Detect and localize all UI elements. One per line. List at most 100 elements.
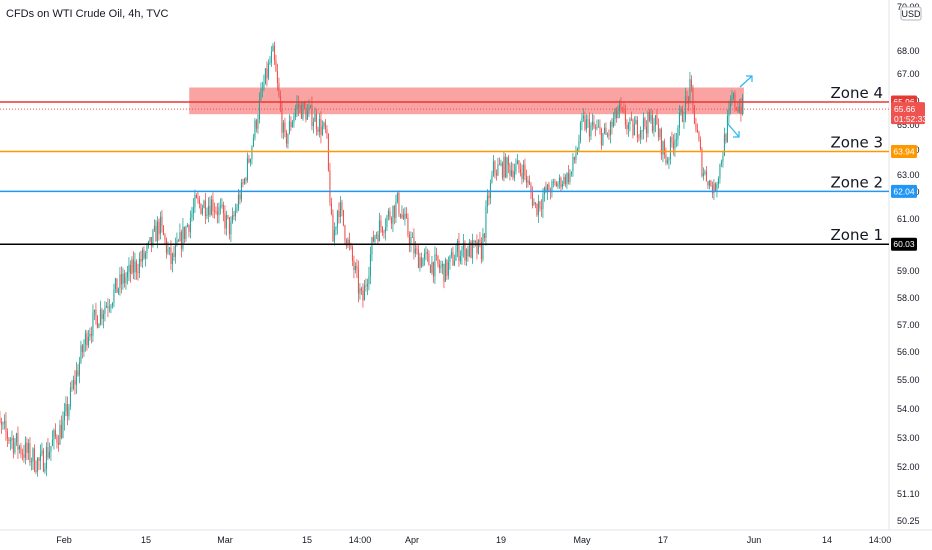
candle-body [291, 122, 293, 128]
candle-body [191, 213, 193, 219]
countdown-text: 01:52:33 [894, 114, 927, 124]
candle-body [617, 111, 619, 118]
currency-badge[interactable]: USD [900, 6, 922, 21]
candle-body [635, 119, 637, 125]
candle-body [692, 87, 694, 106]
candle-body [272, 45, 274, 52]
candle-body [248, 158, 250, 163]
candle-body [510, 170, 512, 176]
candle-body [137, 272, 139, 274]
candle-body [9, 439, 11, 442]
candle-body [204, 200, 206, 217]
candle-body [125, 277, 127, 283]
candle-body [362, 290, 364, 301]
candle-body [612, 119, 614, 127]
candle-body [518, 160, 520, 169]
candle-body [156, 221, 158, 242]
candle-body [429, 265, 431, 273]
candle-body [77, 370, 79, 376]
candle-body [539, 201, 541, 208]
candle-body [285, 131, 287, 144]
candle-body [527, 180, 529, 183]
candle-body [513, 171, 515, 178]
candle-body [714, 183, 716, 191]
candle-body [323, 122, 325, 127]
candle-body [365, 285, 367, 287]
candle-body [93, 309, 95, 313]
candle-body [641, 130, 643, 132]
zone-label: Zone 1 [831, 226, 884, 244]
candle-body [470, 242, 472, 258]
candle-body [624, 111, 626, 125]
candle-body [254, 120, 256, 138]
candle-body [356, 265, 358, 270]
candle-body [66, 403, 68, 417]
candle-body [458, 240, 460, 262]
zone-price-badge-text: 65.96 [893, 97, 915, 107]
candle-body [99, 309, 101, 324]
candle-body [0, 422, 2, 425]
candle-body [311, 105, 313, 127]
candle-body [189, 218, 191, 232]
price-axis: 70.0068.0067.0066.0065.0064.0063.0062.00… [897, 2, 920, 526]
candle-body [374, 235, 376, 242]
candle-body [236, 208, 238, 211]
arrow-up-shaft [739, 75, 753, 88]
candle-body [188, 225, 190, 232]
candle-body [233, 215, 235, 217]
candle-body [230, 222, 232, 235]
last-price-text: 65.66 [894, 104, 916, 114]
candle-body [456, 240, 458, 252]
candle-body [92, 312, 94, 336]
candle-body [701, 149, 703, 177]
candle-body [671, 137, 673, 143]
candle-body [288, 121, 290, 134]
candle-body [369, 254, 371, 276]
candle-body [69, 387, 71, 407]
candle-body [437, 255, 439, 265]
candle-body [494, 161, 496, 173]
candle-body [158, 221, 160, 235]
candle-body [314, 113, 316, 122]
candle-body [729, 101, 731, 109]
zone-lines-layer: Zone 4 Zone 3 Zone 2 Zone 1 [0, 84, 889, 245]
candle-body [696, 129, 698, 133]
last-price-badge [891, 102, 925, 125]
x-tick-label: 19 [496, 535, 506, 545]
candle-body [414, 248, 416, 254]
candle-body [231, 215, 233, 223]
candle-body [38, 458, 40, 461]
candle-body [167, 248, 169, 253]
candle-body [180, 232, 182, 249]
candle-body [717, 178, 719, 185]
candle-body [11, 438, 13, 440]
candle-body [416, 248, 418, 250]
candle-body [386, 216, 388, 228]
candle-body [512, 170, 514, 178]
candle-body [164, 235, 166, 240]
candle-body [542, 194, 544, 209]
candle-body [728, 108, 730, 116]
candle-body [105, 305, 107, 308]
candle-body [695, 123, 697, 130]
candle-body [216, 211, 218, 216]
candle-body [639, 130, 641, 138]
candle-body [98, 323, 100, 328]
candle-body [428, 253, 430, 266]
candle-body [282, 122, 284, 133]
candle-body [708, 180, 710, 186]
candle-body [338, 210, 340, 217]
candle-body [348, 239, 350, 245]
candle-body [101, 309, 103, 319]
candle-body [710, 180, 712, 187]
candle-body [605, 127, 607, 135]
candle-body [686, 96, 688, 98]
candle-body [582, 115, 584, 119]
candle-body [519, 168, 521, 173]
candle-body [468, 242, 470, 257]
candle-body [630, 118, 632, 120]
candle-body [353, 260, 355, 271]
y-tick-label: 54.00 [897, 404, 920, 414]
